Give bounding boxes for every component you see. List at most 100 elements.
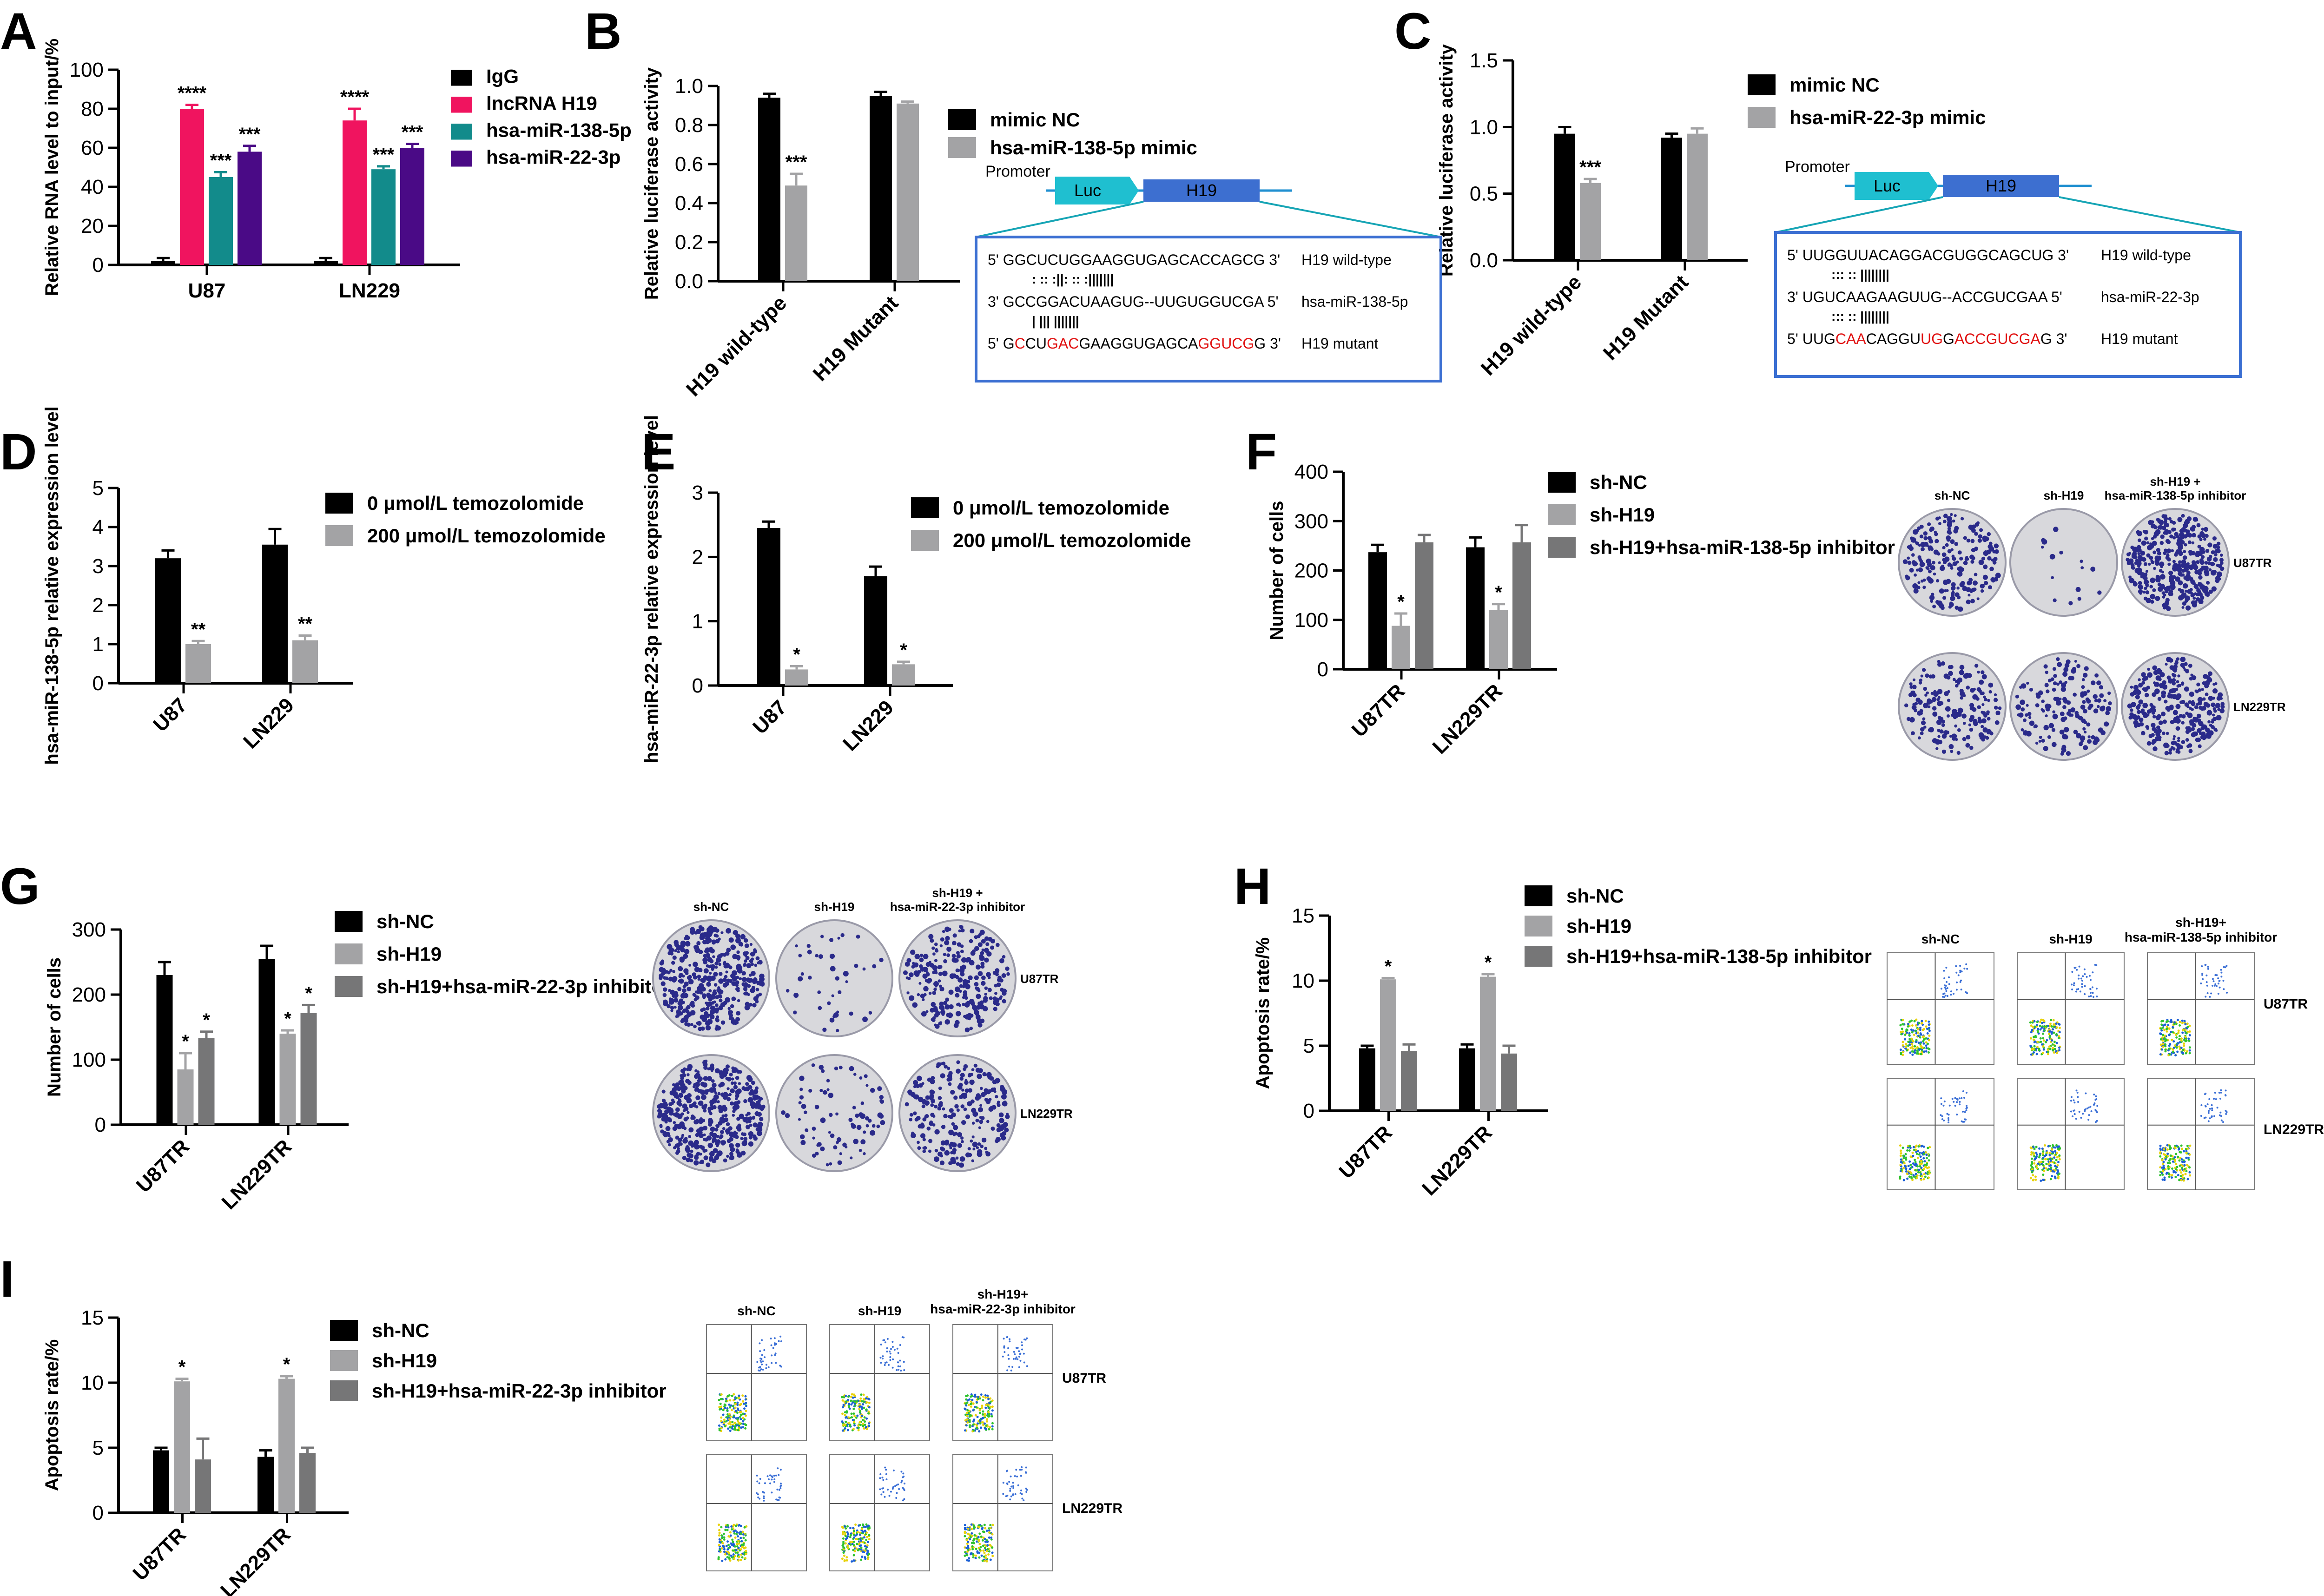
- colony: [955, 993, 960, 998]
- colony: [2212, 713, 2215, 717]
- colony: [734, 1097, 738, 1101]
- colony: [728, 1016, 733, 1021]
- cell-dot: [2212, 980, 2215, 983]
- cell-dot: [718, 1406, 721, 1409]
- colony: [730, 1147, 735, 1152]
- colony: [2195, 518, 2199, 521]
- colony: [1989, 567, 1994, 571]
- cell-dot: [2160, 1029, 2163, 1032]
- cell-dot: [1961, 1097, 1963, 1099]
- colony: [842, 1142, 847, 1147]
- colony: [672, 1126, 677, 1131]
- cell-dot: [1946, 981, 1948, 983]
- bar-C-1-1: [1687, 133, 1708, 260]
- cell-dot: [2164, 1168, 2167, 1171]
- cell-dot: [1943, 969, 1945, 972]
- cell-dot: [2219, 1097, 2222, 1100]
- cell-dot: [1950, 990, 1952, 993]
- colony: [2137, 552, 2140, 555]
- cell-dot: [2038, 1147, 2041, 1150]
- colony: [954, 1104, 959, 1109]
- y-tick-label: 0.0: [1470, 249, 1498, 272]
- colony: [2206, 580, 2210, 585]
- cell-dot: [2034, 1178, 2037, 1181]
- colony: [2199, 538, 2203, 541]
- colony: [975, 1119, 979, 1122]
- colony: [673, 1094, 678, 1099]
- colony: [2194, 705, 2199, 709]
- colony: [2152, 534, 2157, 539]
- cell-dot: [1901, 1147, 1904, 1149]
- colony: [1932, 561, 1935, 565]
- colony: [702, 939, 707, 944]
- legend-label: mimic NC: [1789, 74, 1880, 96]
- colony: [682, 1109, 686, 1112]
- colony: [934, 1104, 938, 1108]
- cell-dot: [2043, 1169, 2046, 1172]
- colony: [2080, 705, 2086, 710]
- colony: [940, 1009, 945, 1015]
- cell-dot: [1920, 1178, 1922, 1181]
- colony: [2141, 731, 2146, 736]
- colony: [812, 1136, 815, 1140]
- cell-dot: [729, 1429, 732, 1432]
- colony: [687, 976, 692, 980]
- colony: [754, 1111, 759, 1116]
- colony: [2186, 744, 2190, 748]
- colony: [2080, 735, 2086, 741]
- colony: [2182, 601, 2186, 606]
- cell-dot: [770, 1344, 772, 1346]
- colony: [667, 1143, 671, 1147]
- y-tick-label: 100: [1294, 609, 1328, 632]
- colony: [733, 1085, 737, 1089]
- plate-col-label: sh-H19 +: [932, 886, 983, 900]
- colony: [2145, 570, 2149, 573]
- cell-dot: [1923, 1173, 1926, 1175]
- colony: [2201, 555, 2205, 559]
- cell-dot: [1911, 1179, 1914, 1181]
- cell-dot: [2089, 1106, 2092, 1108]
- colony: [1959, 670, 1964, 675]
- cell-dot: [775, 1362, 777, 1364]
- colony: [2083, 745, 2088, 751]
- cell-dot: [1908, 1160, 1911, 1163]
- legend-swatch: [451, 124, 472, 140]
- cell-dot: [2089, 979, 2092, 981]
- colony: [963, 992, 968, 997]
- colony: [713, 933, 718, 937]
- cell-dot: [1915, 1148, 1917, 1151]
- colony: [938, 971, 943, 976]
- colony: [695, 1073, 700, 1079]
- colony: [987, 976, 991, 979]
- colony: [685, 1145, 690, 1149]
- colony: [799, 1134, 805, 1140]
- cell-dot: [1900, 1152, 1902, 1155]
- colony: [2166, 548, 2172, 554]
- cell-dot: [2173, 1156, 2176, 1159]
- cell-dot: [964, 1419, 967, 1422]
- colony: [1907, 561, 1912, 565]
- cell-dot: [1925, 1041, 1928, 1044]
- colony: [665, 1126, 671, 1131]
- colony: [2220, 697, 2223, 700]
- cell-dot: [891, 1345, 894, 1348]
- colony: [2172, 560, 2176, 563]
- cell-dot: [982, 1410, 984, 1413]
- cell-dot: [852, 1407, 855, 1410]
- colony: [723, 1092, 728, 1097]
- cell-dot: [720, 1420, 723, 1423]
- cell-dot: [1909, 1170, 1912, 1173]
- colony: [1965, 557, 1969, 561]
- colony: [2143, 713, 2148, 719]
- colony: [713, 989, 716, 993]
- cell-dot: [739, 1404, 741, 1406]
- cell-dot: [1913, 1020, 1916, 1022]
- colony: [702, 1082, 707, 1088]
- colony: [2192, 581, 2196, 586]
- zoom-line: [1259, 201, 1441, 238]
- colony: [2217, 708, 2221, 712]
- cell-dot: [720, 1405, 723, 1408]
- colony: [2176, 657, 2180, 661]
- cell-dot: [779, 1365, 781, 1367]
- cell-dot: [2053, 1051, 2055, 1054]
